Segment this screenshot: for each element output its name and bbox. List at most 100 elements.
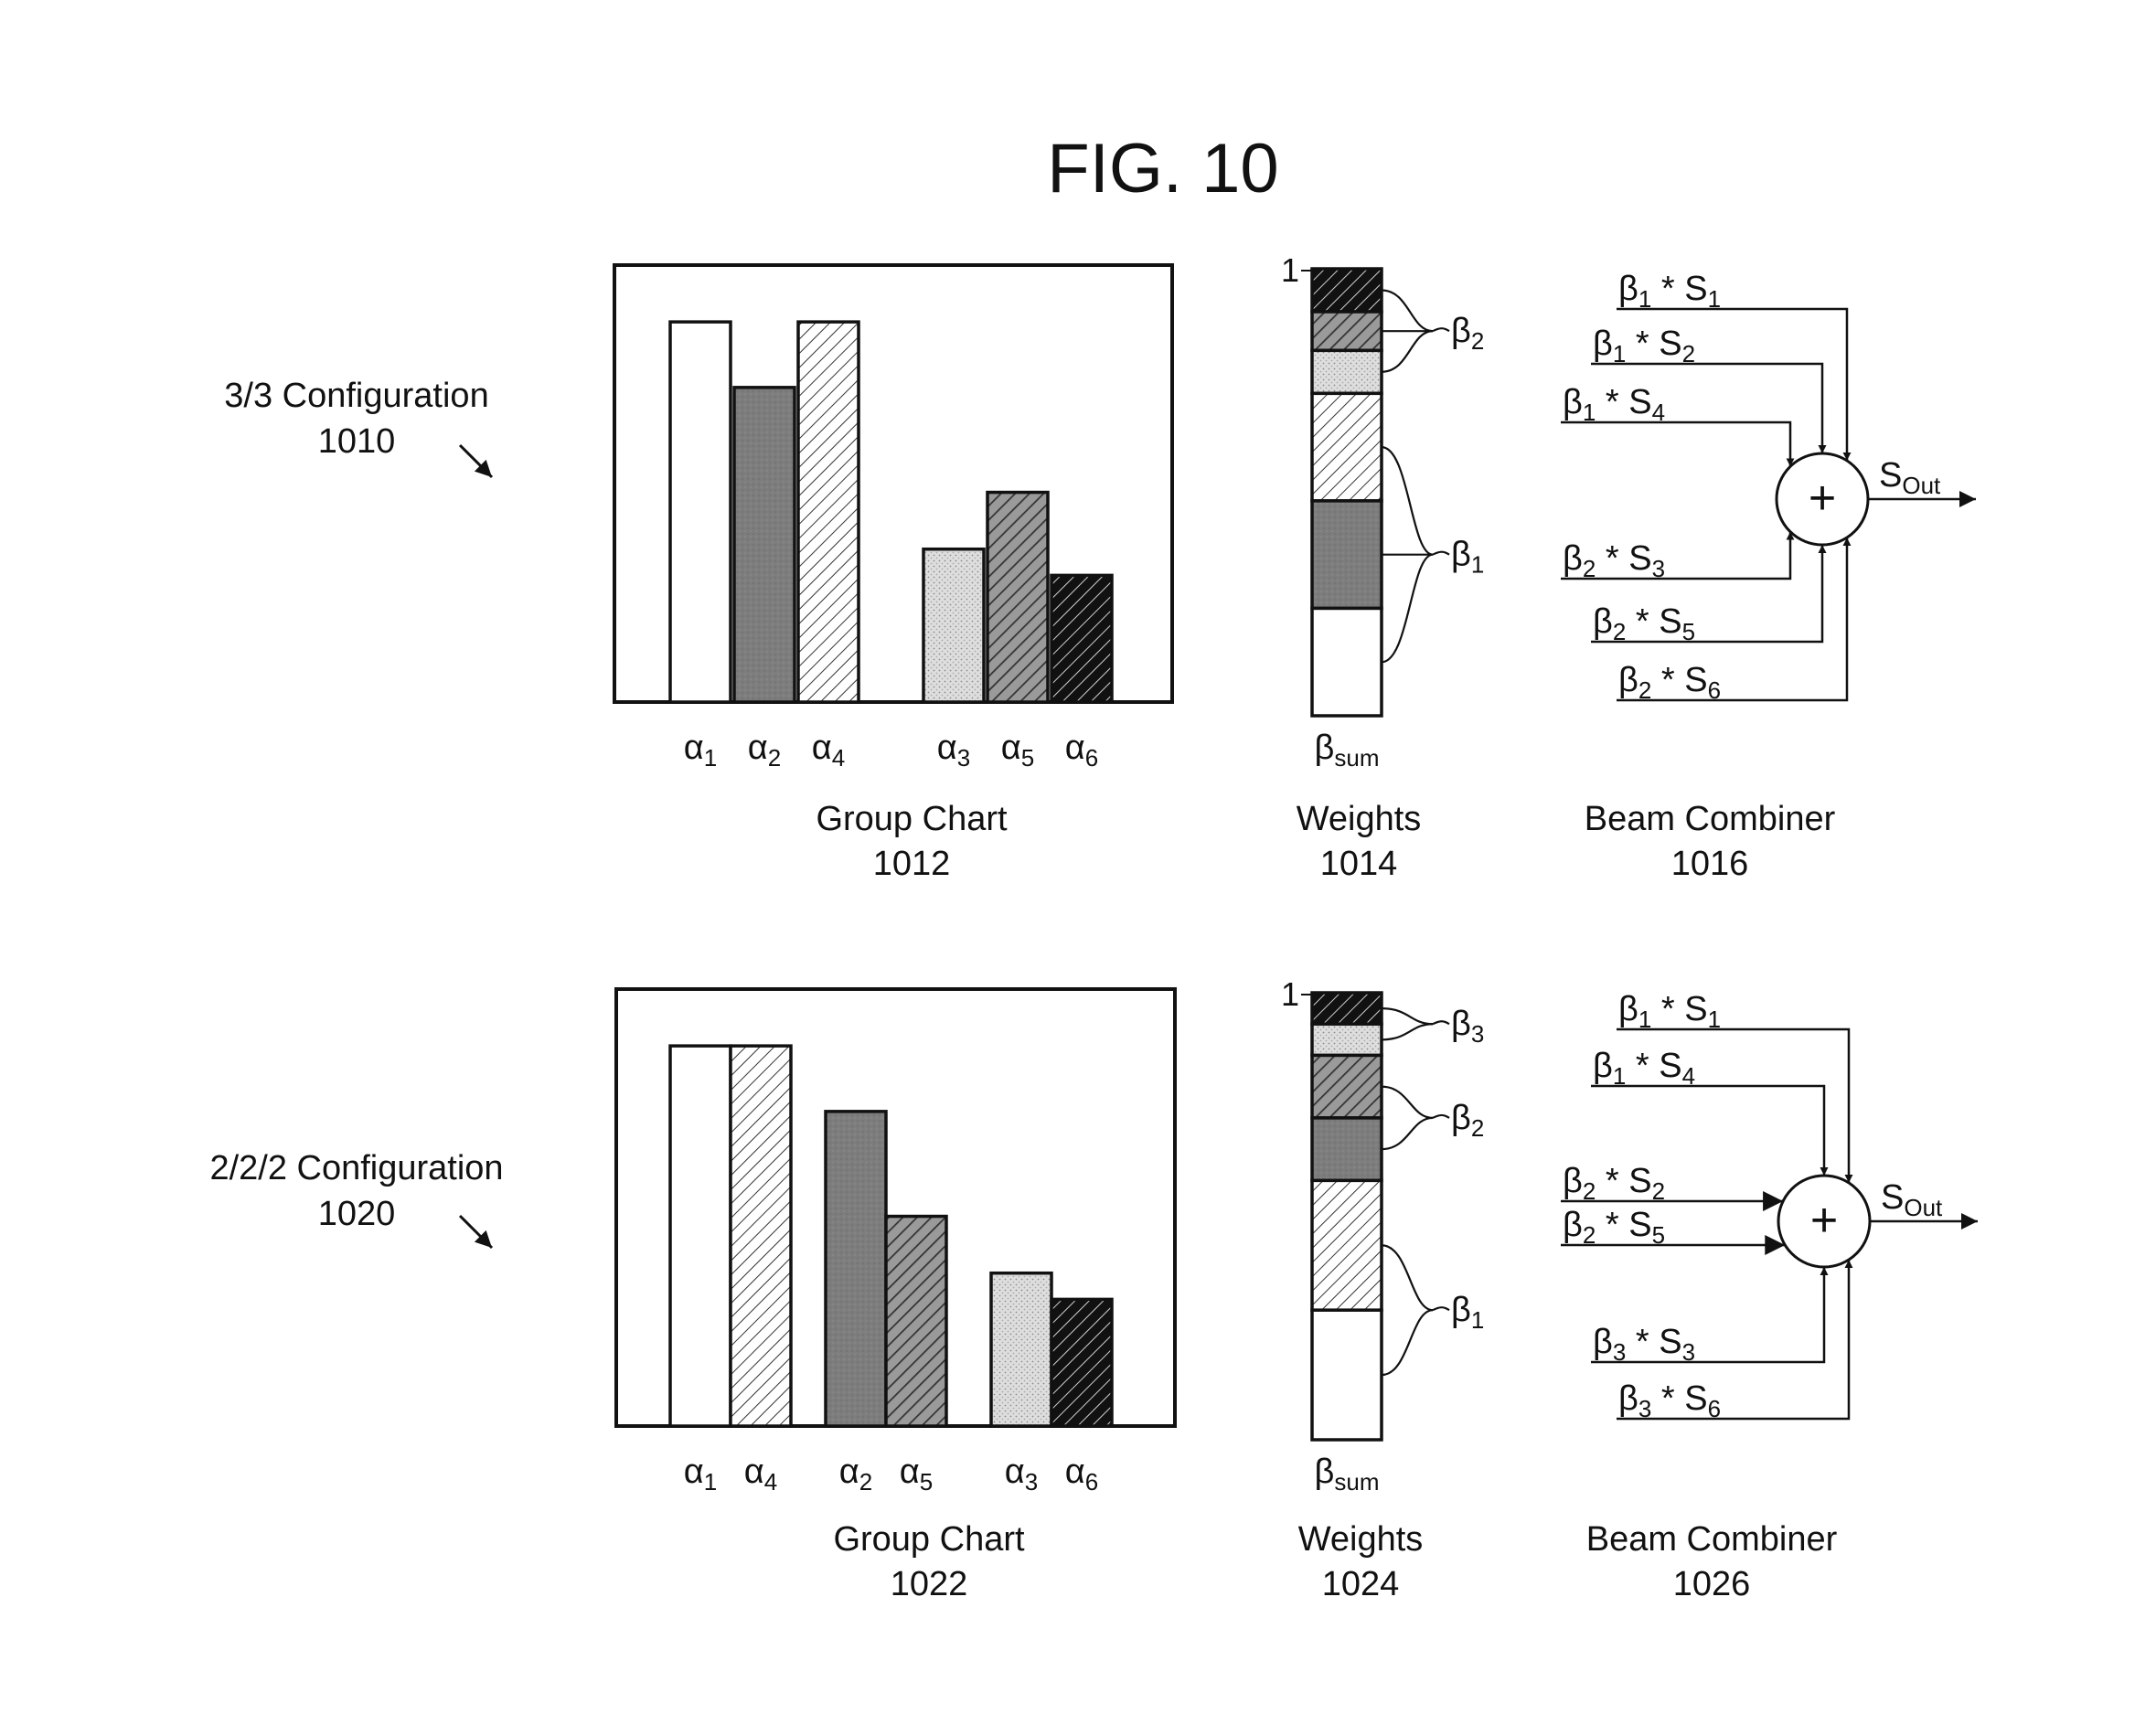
weights-bar: 1 βsum β2 β1 — [1281, 251, 1484, 772]
combiner-input-label: β1 * S1 — [1618, 990, 1721, 1033]
bar-label: α4 — [812, 729, 845, 772]
config-ref: 1010 — [318, 422, 396, 461]
combiner-input-label: β1 * S2 — [1593, 325, 1695, 367]
brace-line — [1382, 331, 1433, 372]
group-chart-caption: Group Chart — [816, 800, 1008, 838]
bar-label: α4 — [744, 1453, 777, 1496]
brace-hook — [1433, 552, 1449, 555]
bar-label: α1 — [684, 1453, 717, 1496]
combiner-input-line — [1561, 422, 1790, 466]
brace-line — [1382, 1008, 1433, 1024]
group-chart-ref: 1012 — [873, 845, 951, 883]
config-3-3: 3/3 Configuration 1010 α1 α2 α4 α3 α5 α6 Grou… — [224, 251, 1976, 883]
bar-label: α5 — [1001, 729, 1034, 772]
brace-hook — [1433, 1115, 1449, 1118]
bar-α6 — [1051, 575, 1112, 702]
combiner-caption: Beam Combiner — [1586, 1520, 1838, 1559]
group-chart: α1 α4 α2 α5 α3 α6 — [616, 989, 1175, 1496]
combiner-input-label: β2 * S5 — [1593, 602, 1695, 645]
bar-label: α2 — [748, 729, 781, 772]
brace-label: β1 — [1451, 1291, 1484, 1334]
brace-line — [1382, 291, 1433, 332]
bar-α3 — [923, 549, 984, 702]
group-chart: α1 α2 α4 α3 α5 α6 — [614, 265, 1172, 772]
brace-hook — [1433, 1307, 1449, 1310]
weights-caption: Weights — [1298, 1520, 1424, 1559]
brace-label: β1 — [1451, 536, 1484, 579]
brace-line — [1382, 447, 1433, 555]
config-name: 3/3 Configuration — [224, 377, 488, 415]
figure-title: FIG. 10 — [1047, 130, 1278, 208]
brace-line — [1382, 555, 1433, 663]
bar-label: α5 — [900, 1453, 933, 1496]
brace-label: β2 — [1451, 1099, 1484, 1142]
brace-line — [1382, 1087, 1433, 1118]
weights-top-label: 1 — [1281, 975, 1299, 1013]
weight-segment — [1312, 393, 1382, 501]
weight-segment — [1312, 1024, 1382, 1055]
bar-label: α1 — [684, 729, 717, 772]
weights-top-label: 1 — [1281, 251, 1299, 289]
weight-segment — [1312, 501, 1382, 609]
weights-bottom-label: βsum — [1315, 729, 1380, 772]
combiner-caption: Beam Combiner — [1585, 800, 1836, 838]
combiner-ref: 1016 — [1671, 845, 1749, 883]
config-ref: 1020 — [318, 1195, 396, 1233]
brace-line — [1382, 1024, 1433, 1039]
beam-combiner: β1 * S1 β1 * S2 β1 * S4 β2 * S3 β2 * S5 β2 * … — [1561, 270, 1976, 704]
output-label: SOut — [1881, 1178, 1943, 1221]
weight-segment — [1312, 1180, 1382, 1310]
plus-symbol: + — [1810, 1194, 1838, 1247]
brace-label: β2 — [1451, 312, 1484, 355]
combiner-input-label: β1 * S1 — [1618, 270, 1721, 313]
brace-line — [1382, 1118, 1433, 1149]
bar-α2 — [734, 388, 795, 702]
combiner-input-label: β2 * S5 — [1563, 1206, 1665, 1249]
bar-α4 — [731, 1046, 791, 1426]
bar-label: α6 — [1065, 1453, 1098, 1496]
combiner-input-label: β2 * S6 — [1618, 661, 1721, 704]
bar-α1 — [670, 322, 731, 702]
brace-label: β3 — [1451, 1005, 1484, 1048]
weight-segment — [1312, 350, 1382, 393]
combiner-input-label: β3 * S6 — [1618, 1379, 1721, 1422]
bar-label: α2 — [839, 1453, 872, 1496]
bar-α5 — [886, 1217, 946, 1426]
bar-label: α3 — [937, 729, 970, 772]
weight-segment — [1312, 1310, 1382, 1440]
brace-line — [1382, 1310, 1433, 1375]
weight-segment — [1312, 1055, 1382, 1117]
weights-ref: 1014 — [1320, 845, 1398, 883]
plus-symbol: + — [1809, 472, 1836, 525]
weight-segment — [1312, 269, 1382, 312]
bar-α4 — [798, 322, 859, 702]
pointer-arrow — [460, 445, 492, 477]
weights-caption: Weights — [1297, 800, 1422, 838]
bar-label: α6 — [1065, 729, 1098, 772]
bar-α5 — [987, 493, 1048, 702]
brace-hook — [1433, 1021, 1449, 1024]
config-2-2-2: 2/2/2 Configuration 1020 α1 α4 α2 α5 α3 α6 Gr… — [209, 975, 1978, 1603]
bar-α1 — [670, 1046, 731, 1426]
group-chart-caption: Group Chart — [833, 1520, 1025, 1559]
weights-bar: 1 βsum β3 β2 β1 — [1281, 975, 1484, 1496]
bar-label: α3 — [1005, 1453, 1038, 1496]
config-name: 2/2/2 Configuration — [209, 1149, 503, 1187]
bar-α3 — [991, 1273, 1051, 1426]
combiner-ref: 1026 — [1673, 1565, 1751, 1603]
weights-ref: 1024 — [1322, 1565, 1400, 1603]
weights-bottom-label: βsum — [1315, 1453, 1380, 1496]
output-label: SOut — [1879, 456, 1941, 499]
combiner-input-label: β3 * S3 — [1593, 1323, 1695, 1366]
combiner-input-label: β2 * S3 — [1563, 539, 1665, 582]
weight-segment — [1312, 312, 1382, 350]
combiner-input-label: β1 * S4 — [1593, 1047, 1695, 1090]
combiner-input-label: β1 * S4 — [1563, 383, 1665, 426]
weight-segment — [1312, 608, 1382, 716]
combiner-input-label: β2 * S2 — [1563, 1162, 1665, 1205]
brace-line — [1382, 1245, 1433, 1310]
beam-combiner: β1 * S1 β1 * S4 β2 * S2β2 * S5 β3 * S3 β3 * … — [1561, 990, 1978, 1422]
bar-α6 — [1051, 1299, 1112, 1426]
group-chart-ref: 1022 — [891, 1565, 968, 1603]
